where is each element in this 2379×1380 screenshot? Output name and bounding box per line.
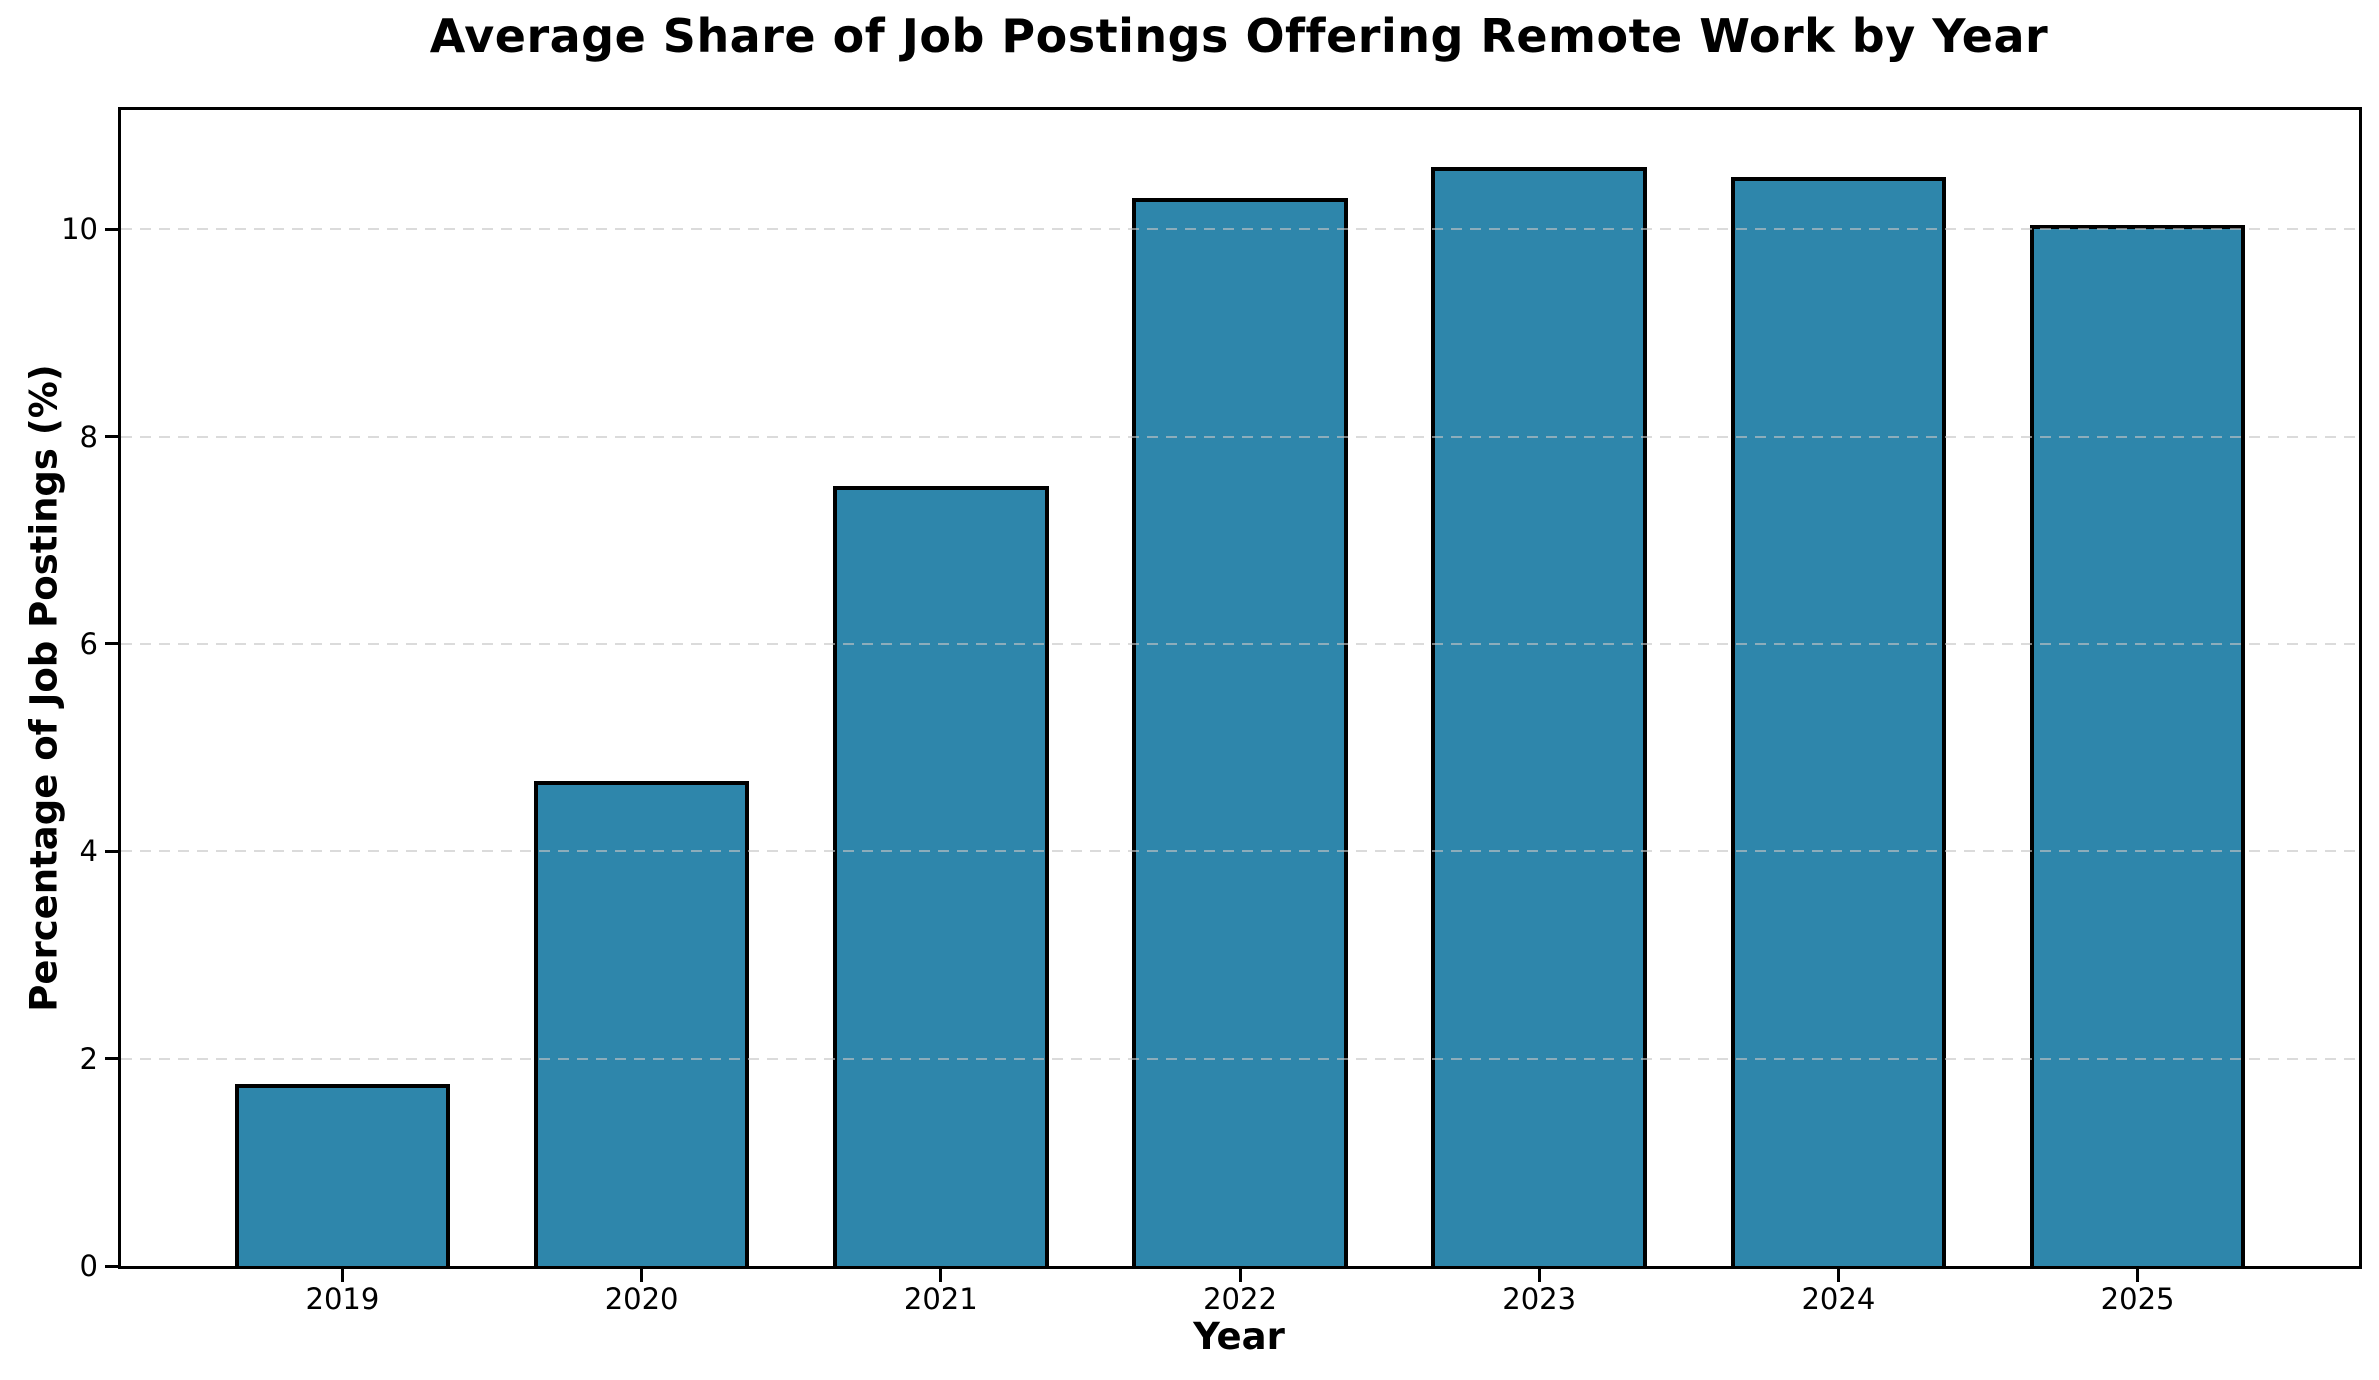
x-tick-label-2024: 2024: [1801, 1282, 1876, 1316]
bar-2021: [833, 486, 1049, 1266]
plot-area: [118, 107, 2362, 1269]
bar-2022: [1132, 198, 1348, 1266]
x-tick-label-2023: 2023: [1502, 1282, 1577, 1316]
y-tick-4: [105, 849, 118, 853]
y-tick-10: [105, 227, 118, 231]
x-tick-2021: [939, 1269, 943, 1282]
y-tick-label-8: 8: [79, 419, 98, 454]
bar-2020: [533, 781, 750, 1266]
x-axis-label: Year: [1193, 1315, 1285, 1358]
x-tick-label-2019: 2019: [305, 1282, 380, 1316]
y-tick-label-6: 6: [79, 626, 98, 661]
x-tick-2022: [1238, 1269, 1242, 1282]
bar-2019: [234, 1084, 451, 1266]
x-tick-label-2020: 2020: [604, 1282, 679, 1316]
bar-2025: [2029, 225, 2246, 1266]
bar-2023: [1431, 167, 1647, 1266]
y-tick-label-10: 10: [61, 212, 98, 247]
x-tick-2023: [1537, 1269, 1541, 1282]
bar-2024: [1730, 177, 1947, 1266]
y-tick-0: [105, 1264, 118, 1268]
y-tick-label-2: 2: [79, 1041, 98, 1076]
y-tick-6: [105, 642, 118, 646]
x-tick-2025: [2136, 1269, 2140, 1282]
y-axis-label: Percentage of Job Postings (%): [22, 364, 66, 1012]
chart-title: Average Share of Job Postings Offering R…: [429, 9, 2049, 63]
x-tick-2020: [640, 1269, 644, 1282]
x-tick-label-2021: 2021: [903, 1282, 978, 1316]
y-tick-label-4: 4: [79, 834, 98, 869]
y-tick-8: [105, 435, 118, 439]
x-tick-2024: [1836, 1269, 1840, 1282]
y-tick-label-0: 0: [79, 1249, 98, 1283]
x-tick-label-2022: 2022: [1203, 1282, 1277, 1316]
y-tick-2: [105, 1057, 118, 1061]
x-tick-2019: [340, 1269, 344, 1282]
x-tick-label-2025: 2025: [2100, 1282, 2175, 1316]
bars-layer: [121, 110, 2359, 1266]
